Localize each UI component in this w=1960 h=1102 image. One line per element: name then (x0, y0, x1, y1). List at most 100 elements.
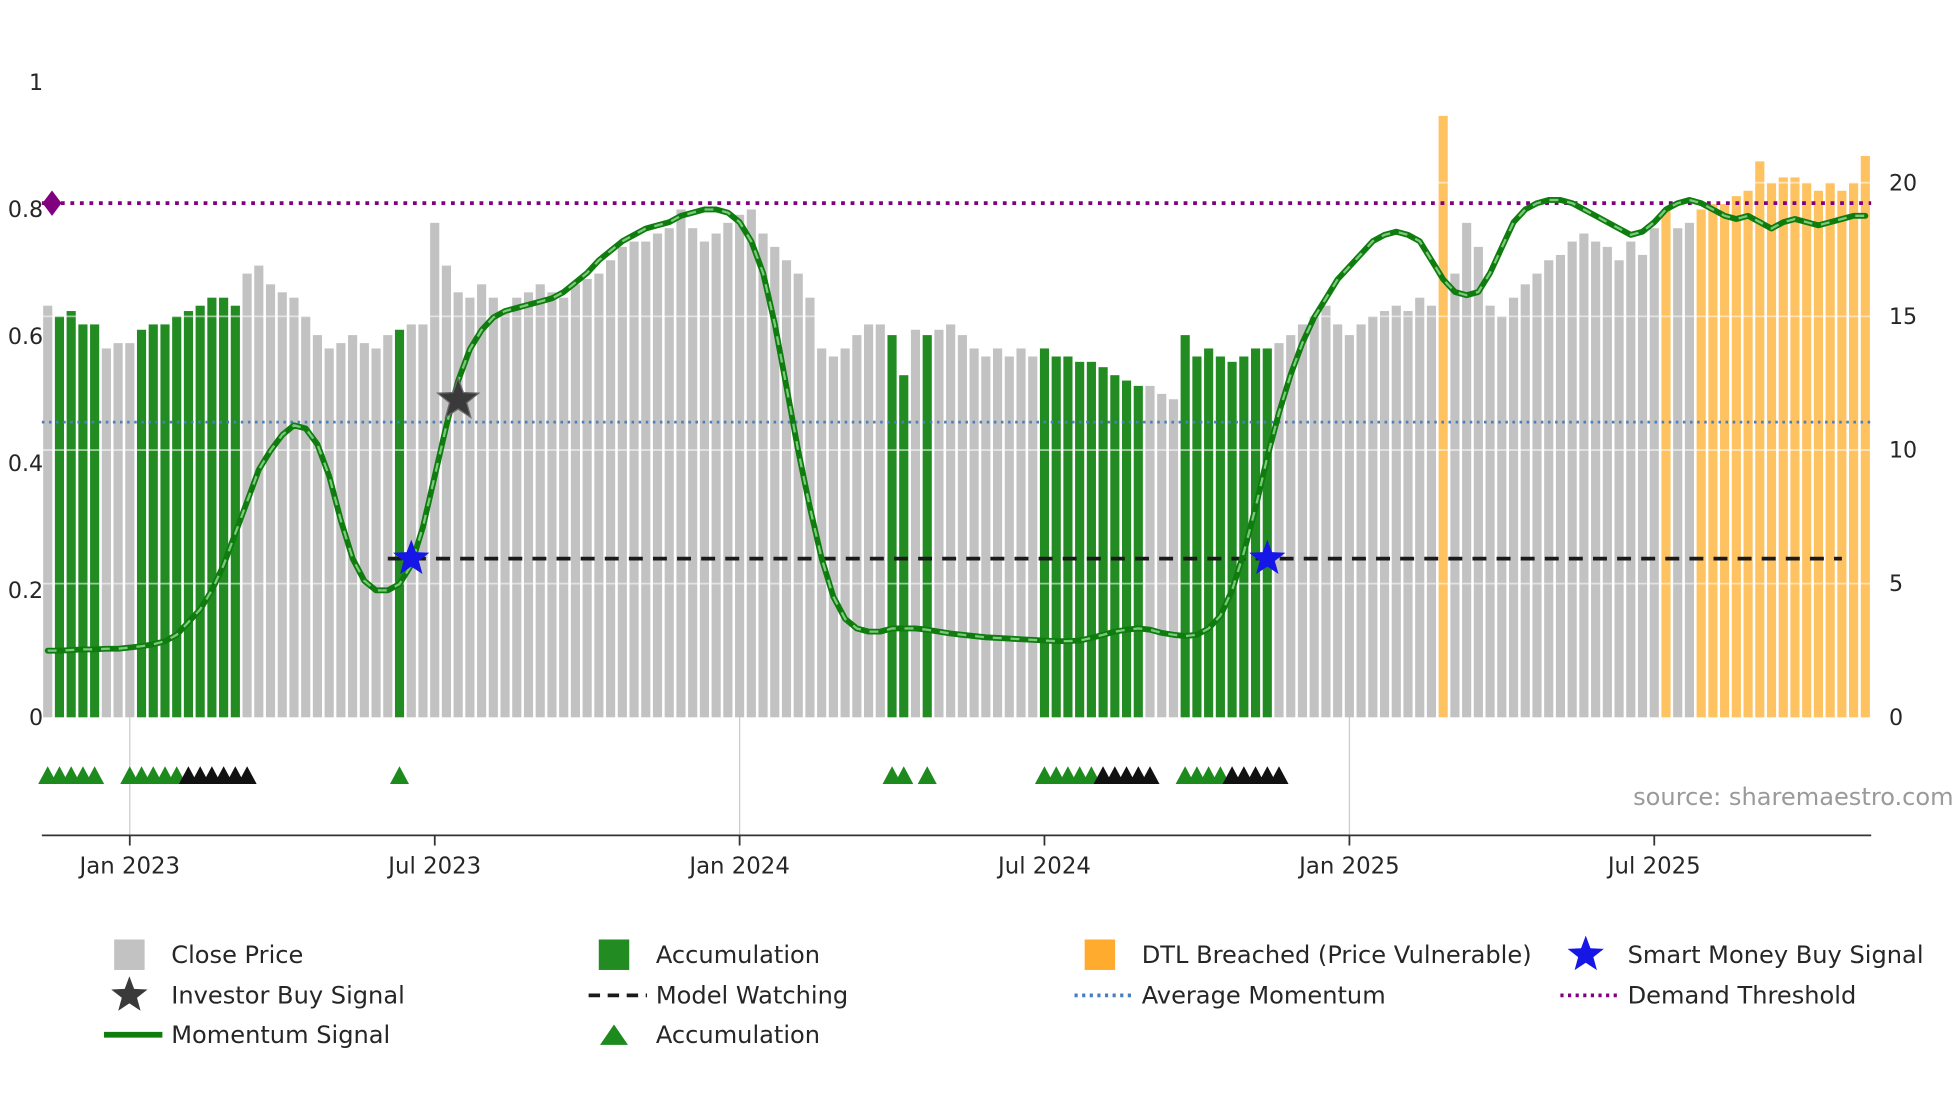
close-price-bar (547, 292, 557, 718)
close-price-bar (1333, 324, 1343, 718)
accumulation-bar (1250, 348, 1261, 718)
legend: Close Price Accumulation DTL Breached (Pri… (104, 935, 1924, 1049)
left-tick-label: 1 (29, 70, 43, 96)
investor-buy-signal-star (435, 376, 481, 419)
close-price-bar (1532, 273, 1542, 718)
accumulation-bar (1215, 356, 1225, 718)
close-price-bar (793, 273, 803, 718)
close-price-bar (523, 292, 534, 718)
accumulation-bar (172, 316, 182, 718)
legend-item: Model Watching (588, 982, 848, 1010)
close-price-bar (1473, 246, 1483, 718)
gridlines (41, 181, 1872, 585)
dtl-breached-bar (1778, 177, 1788, 718)
close-price-bar (910, 329, 921, 718)
demand-threshold-marker (42, 190, 62, 216)
close-price-bar (406, 324, 416, 718)
dtl-breached-bar (1438, 115, 1448, 718)
accumulation-bar (1086, 361, 1096, 718)
legend-item: Accumulation (598, 939, 820, 970)
close-price-bar (1673, 228, 1683, 718)
accumulation-bar (1180, 335, 1190, 718)
legend-item: Average Momentum (1074, 982, 1386, 1010)
close-price-bar (1004, 356, 1014, 718)
close-price-bar (1286, 335, 1296, 718)
accumulation-bar (1051, 356, 1061, 718)
legend-swatch-square (114, 939, 145, 970)
close-price-bar (957, 335, 967, 718)
close-price-bar (746, 209, 756, 718)
close-price-bar (254, 265, 264, 718)
accumulation-bar (66, 311, 76, 718)
legend-label: Momentum Signal (171, 1021, 390, 1049)
legend-label: Accumulation (656, 1021, 820, 1049)
close-price-bar (688, 228, 698, 718)
accumulation-bar (1239, 356, 1249, 718)
close-price-bar (1379, 311, 1390, 718)
legend-label: Investor Buy Signal (171, 982, 405, 1010)
close-price-bar (1684, 222, 1695, 718)
close-price-bar (1274, 343, 1284, 718)
close-price-bar (735, 214, 745, 718)
dtl-breached-bar (1743, 190, 1753, 718)
dtl-breached-bar (1755, 161, 1765, 718)
close-price-bar (1497, 316, 1507, 718)
x-tick-label: Jul 2025 (1606, 853, 1701, 879)
accumulation-bar (90, 324, 100, 718)
close-price-bar (840, 348, 850, 718)
close-price-bar (101, 348, 111, 718)
x-tick-label: Jan 2025 (1297, 853, 1400, 879)
close-price-bar (570, 284, 580, 718)
close-price-bar (289, 297, 299, 718)
source-note: source: sharemaestro.com (1633, 783, 1954, 811)
momentum-signal (44, 197, 1869, 654)
close-price-bar (676, 209, 686, 718)
close-price-bar (1614, 260, 1624, 718)
close-price-bar (629, 241, 639, 718)
accumulation-bar (160, 324, 170, 718)
close-price-bar (1450, 273, 1460, 718)
legend-swatch-square (1084, 939, 1116, 970)
dtl-breached-bar (1790, 177, 1800, 718)
legend-item: DTL Breached (Price Vulnerable) (1084, 939, 1532, 970)
close-price-bar (500, 311, 510, 718)
accumulation-bar (1133, 385, 1143, 718)
legend-swatch-star (111, 976, 148, 1011)
close-price-bar (383, 335, 393, 718)
left-tick-label: 0 (29, 705, 43, 731)
accumulation-bar (899, 375, 909, 718)
close-price-bar (1626, 241, 1636, 718)
close-price-bar (652, 233, 663, 718)
close-price-bar (594, 273, 604, 718)
close-price-bar (1649, 228, 1659, 718)
legend-swatch-star (1567, 935, 1604, 971)
momentum-line-dash-overlay (47, 198, 1866, 652)
accumulation-triangle (389, 766, 409, 784)
accumulation-bar (183, 311, 194, 718)
x-tick-label: Jul 2023 (386, 853, 481, 879)
legend-label: Smart Money Buy Signal (1628, 941, 1924, 969)
accumulation-bar (1063, 356, 1073, 718)
close-price-bar (664, 228, 674, 718)
close-price-bar (1520, 284, 1530, 718)
bottom-markers (38, 766, 1289, 784)
close-price-bar (723, 222, 733, 718)
accumulation-bar (54, 316, 65, 718)
close-price-bar (1321, 305, 1331, 718)
close-price-bar (1462, 222, 1472, 718)
left-tick-label: 0.2 (8, 578, 43, 604)
close-price-bar (1426, 305, 1437, 718)
accumulation-bar (136, 329, 147, 718)
right-tick-label: 15 (1889, 304, 1917, 330)
close-price-bar (441, 265, 452, 718)
close-price-bar (852, 335, 862, 718)
accumulation-triangle (917, 766, 937, 784)
dtl-breached-bar (1860, 156, 1870, 718)
close-price-bar (535, 284, 545, 718)
close-price-bar (125, 343, 135, 718)
legend-label: Model Watching (656, 982, 848, 1010)
legend-label: Average Momentum (1142, 982, 1386, 1010)
close-price-bar (864, 324, 874, 718)
accumulation-bar (195, 305, 205, 718)
